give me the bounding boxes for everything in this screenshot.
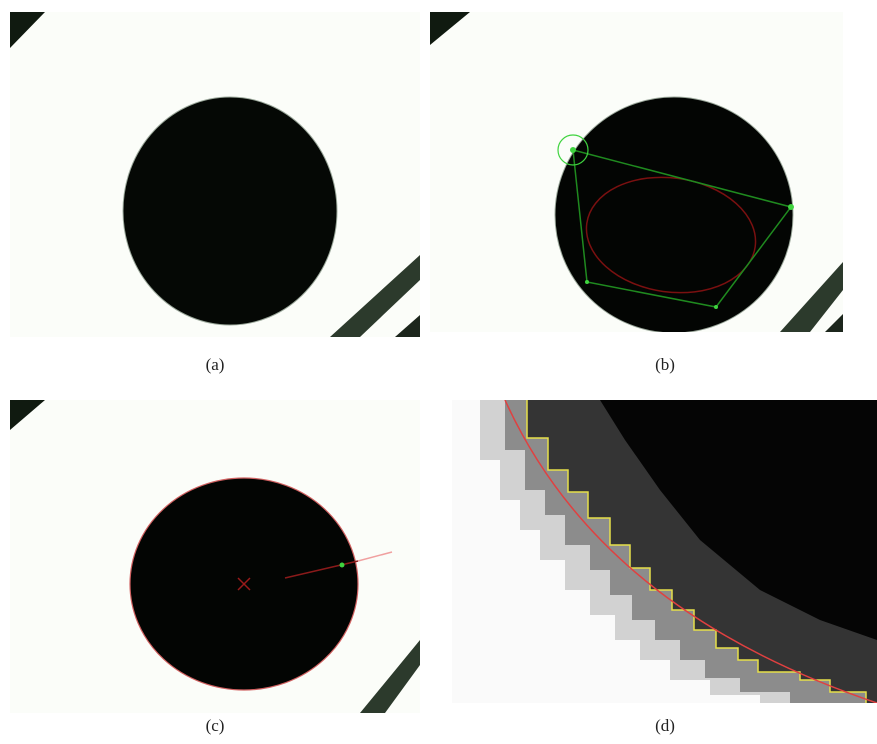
caption: (b) bbox=[655, 355, 675, 374]
panel-d-image bbox=[452, 400, 877, 703]
panel-c-image bbox=[10, 400, 420, 713]
caption: (a) bbox=[206, 355, 225, 374]
caption: (c) bbox=[206, 716, 225, 735]
figure: (a) (b) (c) (d) bbox=[0, 0, 877, 739]
panel-b-image bbox=[430, 12, 843, 333]
caption: (d) bbox=[655, 716, 675, 735]
panel-a-image bbox=[10, 12, 420, 337]
